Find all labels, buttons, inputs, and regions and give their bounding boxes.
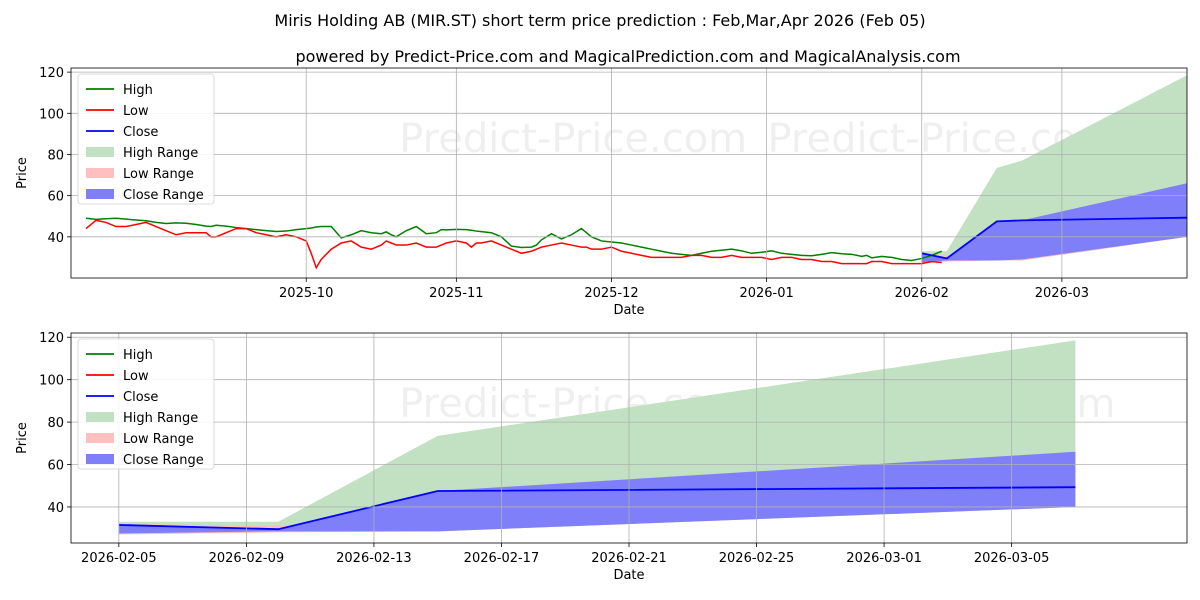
bottom-plot-area (118, 340, 1076, 535)
bottom-legend-label-low: Low (123, 369, 149, 384)
bottom-ytick-label: 120 (39, 331, 64, 346)
bottom-legend-swatch-high-range (86, 412, 114, 422)
top-legend-label-low: Low (123, 104, 149, 119)
bottom-xtick-label: 2026-02-21 (591, 551, 667, 566)
top-legend-label-high: High (123, 83, 153, 98)
top-ytick-label: 40 (47, 231, 64, 246)
top-legend-swatch-close-range (86, 189, 114, 199)
top-close-line (921, 216, 1187, 260)
bottom-ytick-label: 60 (47, 459, 64, 474)
top-legend-label-close-range: Close Range (123, 188, 204, 203)
top-ytick-label: 80 (47, 148, 64, 163)
bottom-xtick-label: 2026-02-09 (209, 551, 285, 566)
top-xlabel: Date (613, 303, 644, 318)
top-low-line (85, 219, 942, 270)
top-plot-area (85, 75, 1187, 270)
top-ylabel: Price (15, 157, 30, 189)
bottom-legend-swatch-close-range (86, 454, 114, 464)
top-ytick-label: 60 (47, 190, 64, 205)
top-ytick-label: 100 (39, 107, 64, 122)
top-ytick-label: 120 (39, 66, 64, 81)
top-xtick-label: 2025-12 (584, 286, 638, 301)
bottom-xtick-label: 2026-02-05 (81, 551, 157, 566)
bottom-panel: Predict-Price.comPredict-Price.com2026-0… (15, 331, 1188, 583)
top-xtick-label: 2026-03 (1035, 286, 1089, 301)
top-xtick-label: 2026-01 (739, 286, 793, 301)
bottom-legend-label-close: Close (123, 390, 158, 405)
chart-subtitle: powered by Predict-Price.com and Magical… (295, 47, 960, 66)
top-legend-swatch-low-range (86, 168, 114, 178)
bottom-legend-label-high-range: High Range (123, 411, 198, 426)
top-watermark: Predict-Price.com (399, 116, 747, 162)
bottom-xtick-label: 2026-03-01 (846, 551, 922, 566)
bottom-ytick-label: 40 (47, 501, 64, 516)
top-close-range-band (921, 183, 1187, 263)
bottom-xtick-label: 2026-02-25 (719, 551, 795, 566)
top-legend-swatch-high-range (86, 147, 114, 157)
bottom-legend: High Low Close High Range Low Range Close Ran… (77, 338, 215, 470)
top-xtick-label: 2025-11 (429, 286, 483, 301)
top-high-line (85, 217, 943, 262)
chart-title: Miris Holding AB (MIR.ST) short term pri… (274, 11, 925, 30)
bottom-close-range-band (118, 451, 1076, 534)
bottom-ytick-label: 80 (47, 416, 64, 431)
bottom-legend-label-close-range: Close Range (123, 453, 204, 468)
top-frame (70, 67, 1188, 279)
bottom-xtick-label: 2026-03-05 (974, 551, 1050, 566)
bottom-legend-swatch-low-range (86, 433, 114, 443)
bottom-legend-label-high: High (123, 348, 153, 363)
top-xtick-label: 2026-02 (895, 286, 949, 301)
bottom-legend-label-low-range: Low Range (123, 432, 194, 447)
bottom-frame (70, 332, 1188, 544)
top-legend-label-high-range: High Range (123, 146, 198, 161)
top-legend-label-close: Close (123, 125, 158, 140)
top-panel: Predict-Price.com Predict-Price.com2025-1… (15, 66, 1188, 318)
top-legend: High Low Close High Range Low Range Close Ran… (77, 73, 215, 205)
top-xtick-label: 2025-10 (279, 286, 333, 301)
bottom-ylabel: Price (15, 422, 30, 454)
bottom-xtick-label: 2026-02-17 (464, 551, 540, 566)
top-legend-label-low-range: Low Range (123, 167, 194, 182)
bottom-ytick-label: 100 (39, 374, 64, 389)
bottom-xtick-label: 2026-02-13 (336, 551, 412, 566)
bottom-xlabel: Date (613, 568, 644, 583)
